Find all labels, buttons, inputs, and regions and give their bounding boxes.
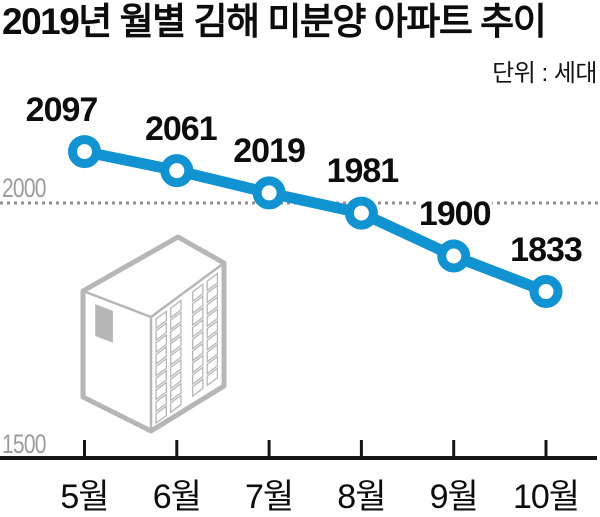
building-window (171, 395, 181, 412)
data-point-marker (437, 239, 471, 273)
data-point-marker (529, 275, 563, 309)
building-window (207, 285, 217, 302)
axis-tick (452, 440, 456, 457)
data-point-marker (160, 154, 194, 188)
axis-tick (359, 440, 363, 457)
unit-label: 단위 : 세대 (492, 60, 597, 87)
x-axis-ticks (83, 440, 548, 457)
building-outline (80, 234, 227, 434)
building-window (207, 368, 217, 385)
building-window (156, 406, 166, 423)
building-window (171, 312, 181, 329)
building-window (156, 335, 166, 352)
value-label: 2061 (142, 109, 219, 148)
apartment-building-icon (80, 234, 227, 434)
value-label: 1833 (508, 230, 584, 269)
data-point-markers (68, 135, 563, 309)
building-window (171, 336, 181, 353)
x-axis-label: 6월 (152, 478, 202, 516)
building-window (156, 311, 166, 328)
building-window (171, 384, 181, 401)
x-axis-label: 7월 (244, 478, 294, 516)
building-window (207, 333, 217, 350)
value-label: 1900 (416, 195, 493, 233)
building-window (193, 367, 203, 384)
building-roof-edges (82, 261, 225, 431)
value-label: 2019 (231, 131, 307, 170)
building-window (193, 344, 203, 361)
data-point-marker (252, 176, 286, 210)
building-window (193, 379, 203, 396)
building-door (95, 304, 113, 343)
value-label: 1981 (324, 152, 401, 191)
building-window (193, 355, 203, 372)
x-axis-line (0, 456, 597, 460)
data-point-marker (344, 196, 378, 230)
building-window (171, 301, 181, 318)
building-window (193, 296, 203, 313)
building-window (156, 394, 166, 411)
building-window (156, 323, 166, 340)
building-window (207, 345, 217, 362)
building-window (156, 382, 166, 399)
x-axis-label: 5월 (60, 478, 109, 516)
building-window (156, 359, 166, 376)
building-window (171, 372, 181, 389)
building-window (207, 309, 217, 326)
building-window (156, 347, 166, 364)
x-axis-label: 9월 (429, 478, 479, 516)
axis-tick (83, 440, 86, 457)
page-title: 2019년 월별 김해 미분양 아파트 추이 (2, 1, 547, 42)
building-window (171, 348, 181, 365)
axis-tick (267, 440, 271, 457)
building-windows (156, 274, 217, 424)
x-axis-label: 8월 (337, 478, 386, 516)
building-window (207, 297, 217, 314)
axis-tick (175, 440, 179, 457)
building-window (193, 308, 203, 325)
building-window (193, 284, 203, 301)
data-point-marker (68, 135, 101, 169)
building-window (193, 332, 203, 349)
building-window (156, 371, 166, 388)
building-window (171, 324, 181, 341)
axis-tick (544, 440, 548, 457)
building-window (193, 320, 203, 337)
building-window (207, 321, 217, 338)
building-window (207, 357, 217, 374)
y-axis-tick-label-2000: 2000 (2, 173, 47, 203)
x-axis-label: 10월 (512, 478, 580, 516)
building-window (207, 274, 217, 291)
building-window (171, 360, 181, 377)
value-label: 2097 (23, 90, 100, 129)
y-axis-tick-label-1500: 1500 (2, 429, 47, 459)
